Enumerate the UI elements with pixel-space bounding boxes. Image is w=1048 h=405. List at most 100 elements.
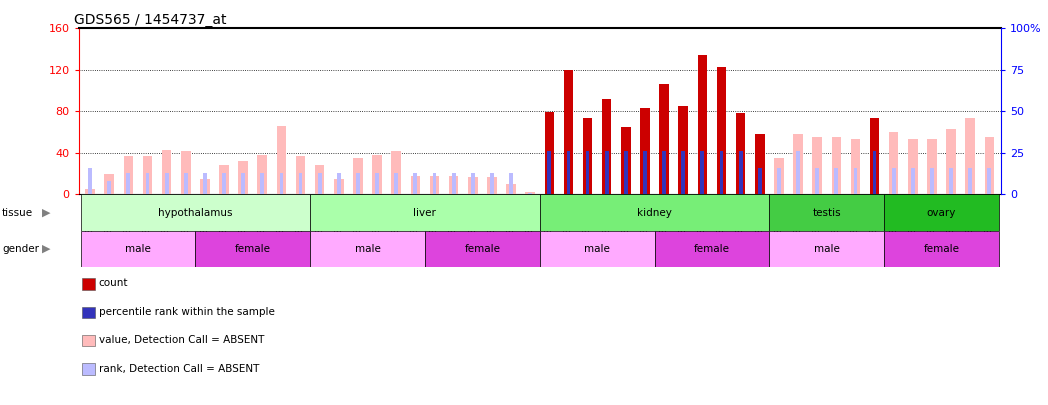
Bar (698, 55, 707, 194)
Bar (662, 151, 665, 194)
Bar (127, 173, 130, 194)
Bar (124, 156, 133, 194)
Bar (375, 173, 379, 194)
Bar (334, 179, 344, 194)
Bar (468, 177, 478, 194)
Text: kidney: kidney (637, 208, 672, 217)
Bar (831, 137, 842, 194)
Text: gender: gender (2, 244, 39, 254)
Bar (183, 173, 188, 194)
Bar (487, 177, 497, 194)
Bar (161, 150, 172, 194)
Text: female: female (923, 244, 960, 254)
Bar (296, 156, 305, 194)
Bar (203, 173, 206, 194)
Bar (769, 194, 885, 231)
Bar (643, 151, 647, 194)
Bar (449, 176, 458, 194)
Bar (968, 168, 973, 194)
Bar (107, 181, 111, 194)
Bar (564, 70, 573, 194)
Bar (310, 231, 424, 267)
Bar (258, 155, 267, 194)
Bar (238, 161, 248, 194)
Bar (181, 151, 191, 194)
Bar (471, 173, 475, 194)
Bar (200, 179, 210, 194)
Bar (509, 173, 512, 194)
Bar (372, 155, 381, 194)
Bar (490, 173, 494, 194)
Bar (318, 173, 322, 194)
Text: male: male (125, 244, 151, 254)
Bar (219, 165, 228, 194)
Bar (602, 99, 611, 194)
Bar (310, 194, 540, 231)
Bar (777, 168, 781, 194)
Bar (336, 173, 341, 194)
Text: ▶: ▶ (42, 244, 50, 254)
Bar (411, 176, 420, 194)
Text: ▶: ▶ (42, 208, 50, 217)
Text: liver: liver (414, 208, 436, 217)
Bar (678, 106, 687, 194)
Bar (105, 174, 114, 194)
Bar (873, 151, 876, 194)
Bar (545, 113, 554, 194)
Text: count: count (99, 279, 128, 288)
Bar (911, 168, 915, 194)
Text: GDS565 / 1454737_at: GDS565 / 1454737_at (74, 13, 226, 27)
Bar (659, 84, 669, 194)
Bar (452, 173, 456, 194)
Bar (314, 165, 325, 194)
Bar (583, 117, 592, 194)
Bar (640, 108, 650, 194)
Bar (681, 151, 685, 194)
Bar (195, 231, 310, 267)
Text: male: male (814, 244, 839, 254)
Bar (946, 129, 956, 194)
Bar (774, 158, 784, 194)
Bar (260, 173, 264, 194)
Bar (353, 158, 363, 194)
Bar (700, 151, 704, 194)
Bar (930, 168, 934, 194)
Bar (394, 173, 398, 194)
Bar (987, 168, 991, 194)
Bar (908, 139, 918, 194)
Text: female: female (235, 244, 270, 254)
Bar (621, 127, 631, 194)
Bar (758, 168, 762, 194)
Bar (392, 151, 401, 194)
Bar (949, 168, 953, 194)
Bar (885, 231, 999, 267)
Text: male: male (354, 244, 380, 254)
Bar (815, 168, 820, 194)
Text: hypothalamus: hypothalamus (158, 208, 233, 217)
Bar (280, 173, 283, 194)
Text: female: female (464, 244, 500, 254)
Bar (624, 151, 628, 194)
Bar (81, 194, 310, 231)
Bar (892, 168, 896, 194)
Bar (984, 137, 995, 194)
Bar (739, 151, 743, 194)
Bar (755, 134, 765, 194)
Text: value, Detection Call = ABSENT: value, Detection Call = ABSENT (99, 335, 264, 345)
Text: tissue: tissue (2, 208, 34, 217)
Bar (430, 176, 439, 194)
Bar (540, 231, 655, 267)
Text: percentile rank within the sample: percentile rank within the sample (99, 307, 275, 317)
Bar (299, 173, 303, 194)
Bar (241, 173, 245, 194)
Bar (525, 192, 534, 194)
Bar (853, 168, 857, 194)
Text: male: male (584, 244, 610, 254)
Bar (414, 173, 417, 194)
Text: testis: testis (812, 208, 842, 217)
Bar (793, 134, 803, 194)
Bar (165, 173, 169, 194)
Bar (81, 231, 195, 267)
Text: ovary: ovary (926, 208, 956, 217)
Bar (586, 151, 589, 194)
